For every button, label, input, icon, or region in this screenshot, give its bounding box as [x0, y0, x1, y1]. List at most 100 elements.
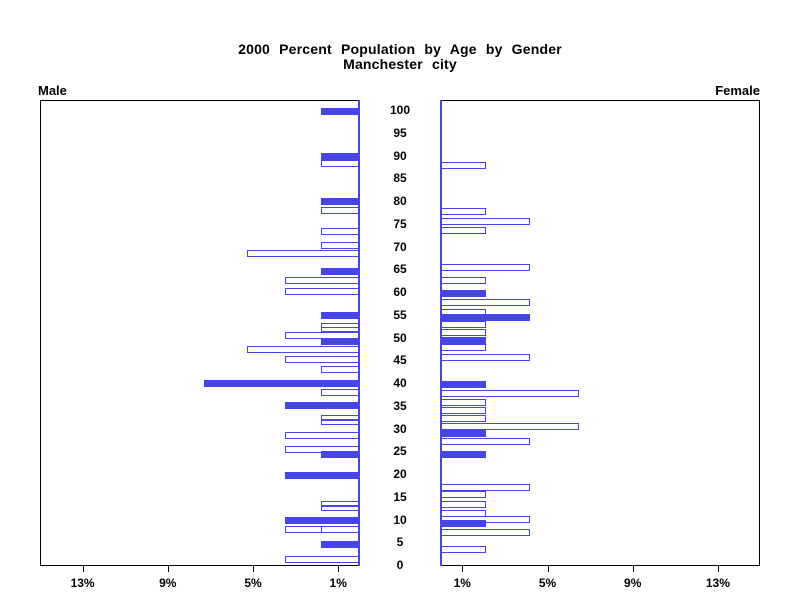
- female-solid-bar: [441, 313, 531, 321]
- chart-subtitle: Manchester city: [343, 56, 457, 72]
- age-tick-label: 45: [393, 353, 407, 368]
- percent-tick-label: 13%: [70, 576, 95, 590]
- age-tick-label: 20: [393, 467, 407, 481]
- percent-tick-label: 13%: [705, 576, 730, 590]
- female-hollow-bar: [441, 490, 486, 498]
- male-hollow-bar: [284, 276, 360, 284]
- percent-tick-label: 5%: [244, 576, 262, 590]
- chart-title: 2000 Percent Population by Age by Gender: [238, 41, 562, 57]
- male-solid-bar: [284, 517, 360, 525]
- female-solid-bar: [441, 519, 486, 527]
- male-hollow-bar: [321, 206, 360, 214]
- age-tick-label: 5: [396, 535, 404, 550]
- male-panel-frame: [40, 100, 360, 566]
- percent-tick-label: 9%: [159, 576, 177, 590]
- percent-axis-tick: [462, 566, 464, 572]
- female-solid-bar: [441, 451, 486, 459]
- female-hollow-bar: [441, 344, 486, 352]
- male-hollow-bar: [321, 241, 360, 249]
- percent-axis-tick: [547, 566, 549, 572]
- male-hollow-bar: [321, 500, 360, 506]
- female-hollow-bar: [441, 422, 580, 430]
- percent-axis-tick: [632, 566, 634, 572]
- percent-tick-label: 1%: [453, 576, 471, 590]
- percent-axis-tick: [167, 566, 169, 572]
- male-hollow-bar: [246, 346, 360, 354]
- female-hollow-bar: [441, 329, 486, 337]
- male-solid-bar: [284, 472, 360, 480]
- age-tick-label: 95: [393, 125, 407, 140]
- female-hollow-bar: [441, 407, 486, 415]
- age-tick-label: 80: [393, 194, 407, 208]
- percent-axis-tick: [253, 566, 254, 572]
- female-hollow-bar: [441, 515, 531, 523]
- male-hollow-bar: [321, 414, 360, 420]
- female-solid-bar: [441, 336, 486, 344]
- male-hollow-bar: [246, 250, 360, 258]
- female-hollow-bar: [441, 217, 531, 225]
- male-hollow-bar: [284, 431, 360, 439]
- female-hollow-bar: [441, 546, 486, 554]
- male-hollow-bar: [321, 526, 360, 534]
- age-tick-label: 70: [393, 239, 407, 254]
- male-hollow-bar: [321, 420, 360, 426]
- male-hollow-bar: [321, 227, 360, 235]
- age-tick-label: 10: [393, 512, 407, 527]
- female-hollow-bar: [441, 263, 531, 271]
- percent-tick-label: 1%: [329, 576, 347, 590]
- male-solid-bar: [321, 107, 360, 115]
- female-hollow-bar: [441, 414, 486, 422]
- male-solid-bar: [321, 541, 360, 549]
- male-solid-bar: [321, 267, 360, 275]
- percent-tick-label: 9%: [624, 576, 642, 590]
- percent-axis-tick: [82, 566, 84, 572]
- age-tick-label: 40: [393, 376, 407, 390]
- age-tick-label: 15: [393, 489, 407, 504]
- age-tick-label: 65: [393, 262, 407, 277]
- male-solid-bar: [321, 451, 360, 459]
- male-hollow-bar: [321, 160, 360, 168]
- male-solid-bar: [284, 401, 360, 409]
- female-panel-label: Female: [715, 83, 760, 98]
- age-tick-label: 75: [393, 216, 407, 231]
- female-hollow-bar: [441, 483, 531, 491]
- age-tick-label: 60: [393, 285, 407, 299]
- female-hollow-bar: [441, 321, 486, 329]
- female-hollow-bar: [441, 299, 531, 307]
- age-tick-label: 35: [393, 398, 407, 413]
- male-hollow-bar: [284, 288, 360, 296]
- male-hollow-bar: [321, 366, 360, 374]
- female-hollow-bar: [441, 529, 531, 537]
- female-solid-bar: [441, 290, 486, 298]
- female-hollow-bar: [441, 500, 486, 508]
- age-tick-label: 25: [393, 444, 407, 459]
- female-hollow-bar: [441, 162, 486, 169]
- age-tick-label: 100: [389, 103, 411, 117]
- female-hollow-bar: [441, 354, 531, 362]
- age-tick-label: 30: [393, 421, 407, 436]
- female-hollow-bar: [441, 277, 486, 285]
- female-hollow-bar: [441, 437, 531, 445]
- age-tick-label: 55: [393, 307, 407, 322]
- male-solid-bar: [321, 311, 360, 319]
- female-solid-bar: [441, 381, 486, 389]
- age-tick-label: 0: [396, 558, 404, 572]
- female-hollow-bar: [441, 398, 486, 406]
- percent-axis-tick: [338, 566, 340, 572]
- age-tick-label: 85: [393, 171, 407, 186]
- male-hollow-bar: [284, 555, 360, 563]
- female-solid-bar: [441, 430, 486, 438]
- female-hollow-bar: [441, 390, 580, 398]
- male-solid-bar: [204, 380, 360, 388]
- age-tick-label: 90: [393, 148, 407, 163]
- female-panel-frame: [441, 100, 760, 566]
- male-panel-label: Male: [38, 83, 67, 98]
- male-solid-bar: [321, 337, 360, 345]
- age-tick-label: 50: [393, 330, 407, 345]
- female-hollow-bar: [441, 227, 486, 235]
- percent-axis-tick: [717, 566, 719, 572]
- female-hollow-bar: [441, 207, 486, 215]
- percent-tick-label: 5%: [538, 576, 557, 590]
- male-hollow-bar: [284, 356, 360, 364]
